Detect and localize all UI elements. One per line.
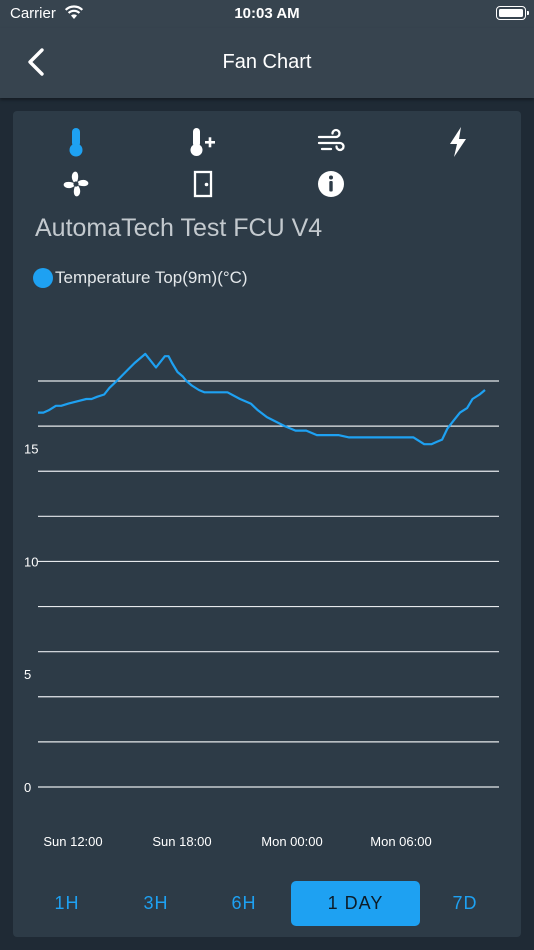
y-tick-label: 15 xyxy=(24,442,38,457)
chevron-left-icon xyxy=(28,48,44,76)
legend-label: Temperature Top(9m)(°C) xyxy=(55,268,248,287)
device-title: AutomaTech Test FCU V4 xyxy=(35,214,323,242)
door-icon[interactable] xyxy=(183,166,223,202)
info-icon[interactable] xyxy=(311,166,351,202)
chart-card: AutomaTech Test FCU V4 Temperature Top(9… xyxy=(13,111,521,937)
range-button-7d[interactable]: 7D xyxy=(452,893,478,913)
x-tick-label: Mon 00:00 xyxy=(261,834,322,849)
page-title: Fan Chart xyxy=(222,51,312,73)
chart-legend[interactable]: Temperature Top(9m)(°C) xyxy=(33,266,248,290)
temperature-chart[interactable]: 0 5 10 15 Sun 12:00 Sun 18:00 Mon 00:00 Mon 06:… xyxy=(13,111,521,871)
range-button-6h[interactable]: 6H xyxy=(231,893,257,913)
y-tick-label: 0 xyxy=(24,780,31,795)
x-tick-label: Sun 18:00 xyxy=(152,834,211,849)
range-button-1-day[interactable]: 1 DAY xyxy=(291,881,420,926)
thermometer-plus-icon[interactable] xyxy=(183,124,223,160)
nav-bar: Fan Chart xyxy=(0,28,534,98)
status-time: 10:03 AM xyxy=(234,5,300,22)
thermometer-icon[interactable] xyxy=(56,124,96,160)
carrier-label: Carrier xyxy=(10,5,56,22)
battery-icon xyxy=(496,6,529,20)
back-button[interactable] xyxy=(20,44,56,80)
x-tick-label: Sun 12:00 xyxy=(43,834,102,849)
fan-icon[interactable] xyxy=(56,166,96,202)
wind-icon[interactable] xyxy=(311,124,351,160)
range-button-3h[interactable]: 3H xyxy=(143,893,169,913)
legend-dot xyxy=(33,268,53,288)
range-button-1h[interactable]: 1H xyxy=(54,893,80,913)
x-tick-label: Mon 06:00 xyxy=(370,834,431,849)
y-tick-label: 5 xyxy=(24,667,31,682)
lightning-icon[interactable] xyxy=(438,124,478,160)
series-line xyxy=(38,352,486,446)
wifi-icon xyxy=(64,4,84,24)
status-bar: Carrier 10:03 AM xyxy=(0,0,534,28)
y-tick-label: 10 xyxy=(24,554,38,569)
